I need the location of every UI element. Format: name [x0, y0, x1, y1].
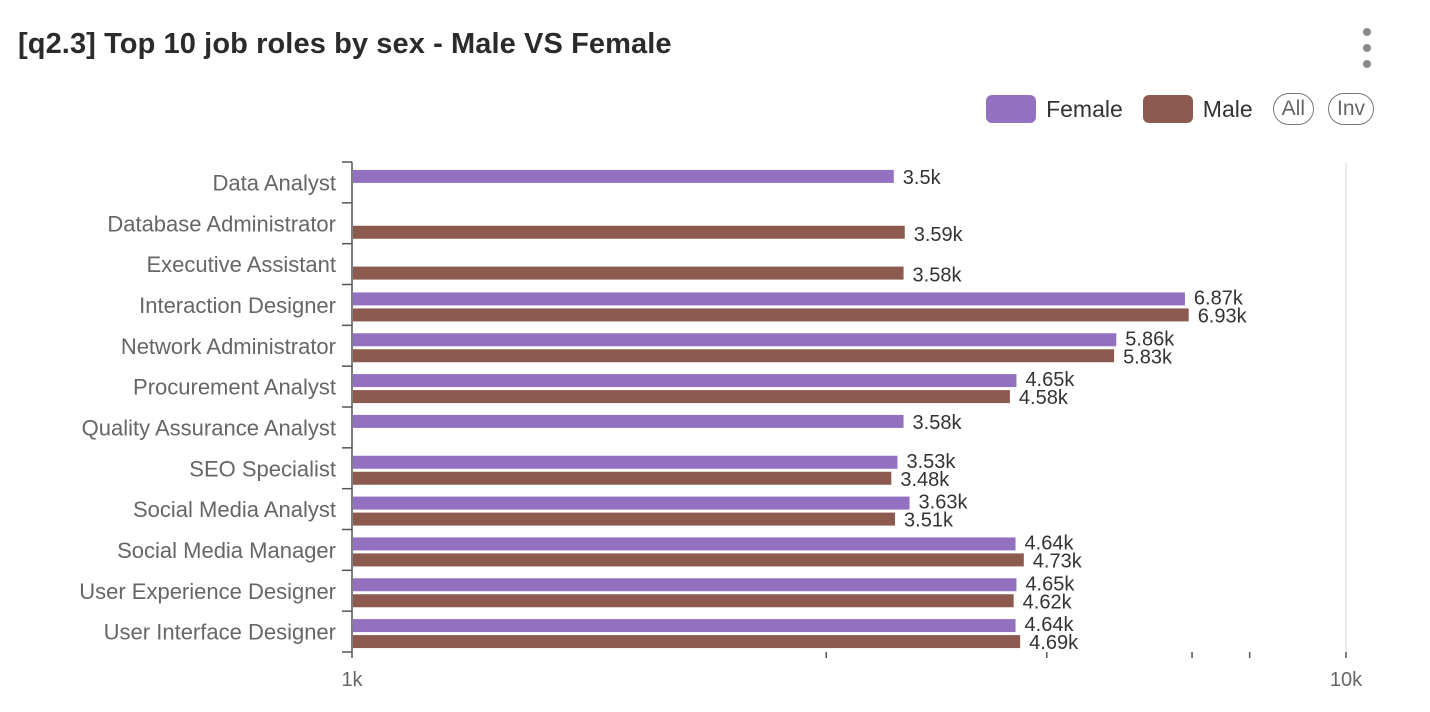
data-label-male: 4.69k: [1029, 632, 1079, 654]
bar-female: [353, 537, 1016, 551]
bar-female: [353, 292, 1185, 306]
data-label-female: 3.53k: [906, 451, 956, 473]
legend-invert-button[interactable]: Inv: [1327, 93, 1374, 125]
legend-item-female[interactable]: Female: [986, 95, 1123, 123]
category-label: Interaction Designer: [139, 293, 336, 318]
bar-female: [353, 414, 904, 428]
data-label-female: 4.64k: [1025, 614, 1075, 636]
chart-title: [q2.3] Top 10 job roles by sex - Male VS…: [18, 28, 672, 60]
bar-female: [353, 619, 1016, 633]
data-label-male: 5.83k: [1123, 346, 1173, 368]
kebab-menu-icon[interactable]: [1352, 28, 1382, 68]
bar-male: [353, 512, 896, 526]
data-label-male: 3.51k: [904, 510, 954, 532]
bar-male: [353, 390, 1010, 404]
data-label-female: 3.63k: [919, 492, 969, 514]
legend-swatch-male: [1142, 95, 1193, 123]
legend-label-male: Male: [1202, 95, 1253, 122]
category-label: Quality Assurance Analyst: [82, 415, 336, 440]
bar-female: [353, 374, 1017, 388]
data-label-female: 6.87k: [1194, 287, 1244, 309]
data-label-female: 4.65k: [1025, 573, 1075, 595]
menu-dot: [1363, 44, 1371, 52]
legend-item-male[interactable]: Male: [1142, 95, 1253, 123]
bar-female: [353, 496, 910, 510]
legend-swatch-female: [986, 95, 1037, 123]
data-label-male: 3.48k: [900, 469, 950, 491]
category-label: User Experience Designer: [79, 579, 336, 604]
bar-male: [353, 471, 892, 485]
bar-male: [353, 266, 904, 280]
bar-female: [353, 333, 1117, 347]
category-label: Social Media Analyst: [133, 497, 336, 522]
data-label-male: 4.62k: [1023, 591, 1073, 613]
category-label: Procurement Analyst: [133, 375, 336, 400]
menu-dot: [1363, 28, 1371, 36]
data-label-female: 4.65k: [1025, 369, 1075, 391]
category-label: Database Administrator: [107, 211, 336, 236]
bar-male: [353, 308, 1189, 322]
legend-label-female: Female: [1046, 95, 1123, 122]
menu-dot: [1363, 60, 1371, 68]
category-label: Executive Assistant: [146, 252, 336, 277]
category-label: Social Media Manager: [117, 538, 336, 563]
chart-legend: Female Male All Inv: [986, 93, 1374, 125]
data-label-female: 4.64k: [1025, 532, 1075, 554]
category-label: Network Administrator: [121, 334, 336, 359]
category-label: Data Analyst: [212, 170, 336, 195]
data-label-female: 3.5k: [903, 167, 942, 189]
bar-male: [353, 594, 1014, 608]
bar-female: [353, 455, 898, 469]
legend-select-all-button[interactable]: All: [1272, 93, 1314, 125]
data-label-male: 3.58k: [913, 265, 963, 287]
category-label: SEO Specialist: [189, 456, 336, 481]
data-label-male: 3.59k: [914, 224, 964, 246]
bar-female: [353, 169, 894, 183]
data-label-female: 3.58k: [913, 412, 963, 434]
bar-male: [353, 635, 1021, 649]
bar-male: [353, 225, 905, 239]
data-label-male: 4.58k: [1019, 387, 1069, 409]
data-label-male: 4.73k: [1033, 550, 1083, 572]
category-label: User Interface Designer: [104, 620, 336, 645]
x-tick-label: 10k: [1330, 669, 1363, 691]
bar-female: [353, 578, 1017, 592]
bar-male: [353, 349, 1115, 363]
bar-male: [353, 553, 1024, 567]
data-label-male: 6.93k: [1198, 305, 1248, 327]
data-label-female: 5.86k: [1125, 328, 1175, 350]
x-tick-label: 1k: [341, 669, 363, 691]
